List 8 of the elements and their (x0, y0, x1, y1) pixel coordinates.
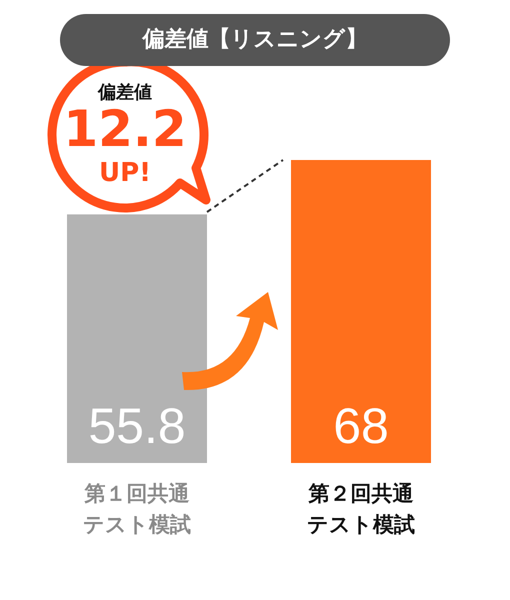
annotation: UP! (98, 158, 152, 188)
data-label: 55.8 (88, 398, 186, 454)
x-tick-label: 第２回共通テスト模試 (307, 482, 415, 536)
x-tick-label: 第１回共通テスト模試 (83, 482, 191, 536)
chart-title: 偏差値【リスニング】 (60, 14, 450, 66)
text: 12.2 (62, 100, 188, 158)
text: 偏差値 (96, 82, 153, 103)
data-label: 68 (333, 398, 389, 454)
